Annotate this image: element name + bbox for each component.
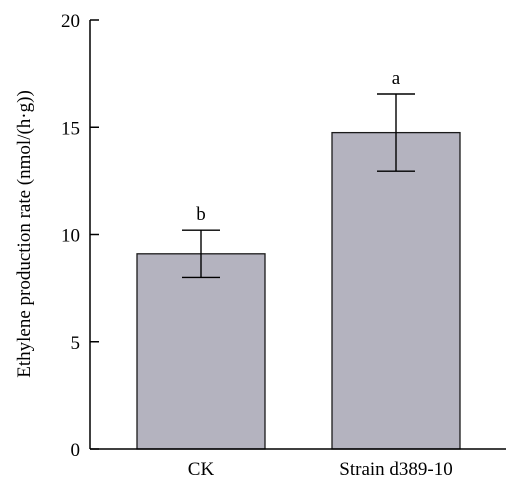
y-tick-label: 5 [71,333,81,354]
x-category-label: CK [188,459,215,480]
y-axis-title: Ethylene production rate (nmol/(h·g)) [14,90,35,378]
significance-letter: a [392,68,401,89]
bars-layer [136,131,461,450]
bar [331,131,461,450]
y-tick-label: 0 [71,440,81,461]
y-axis-ticks: 0 5 10 15 20 [61,11,99,461]
y-tick-label: 15 [61,118,80,139]
error-bars-layer [182,93,415,279]
y-tick-label: 10 [61,226,80,247]
x-category-label: Strain d389-10 [339,459,452,480]
y-tick-label: 20 [61,11,80,32]
bar [136,253,266,450]
significance-letter: b [196,204,206,225]
labels-layer: b CK a Strain d389-10 [188,68,453,480]
